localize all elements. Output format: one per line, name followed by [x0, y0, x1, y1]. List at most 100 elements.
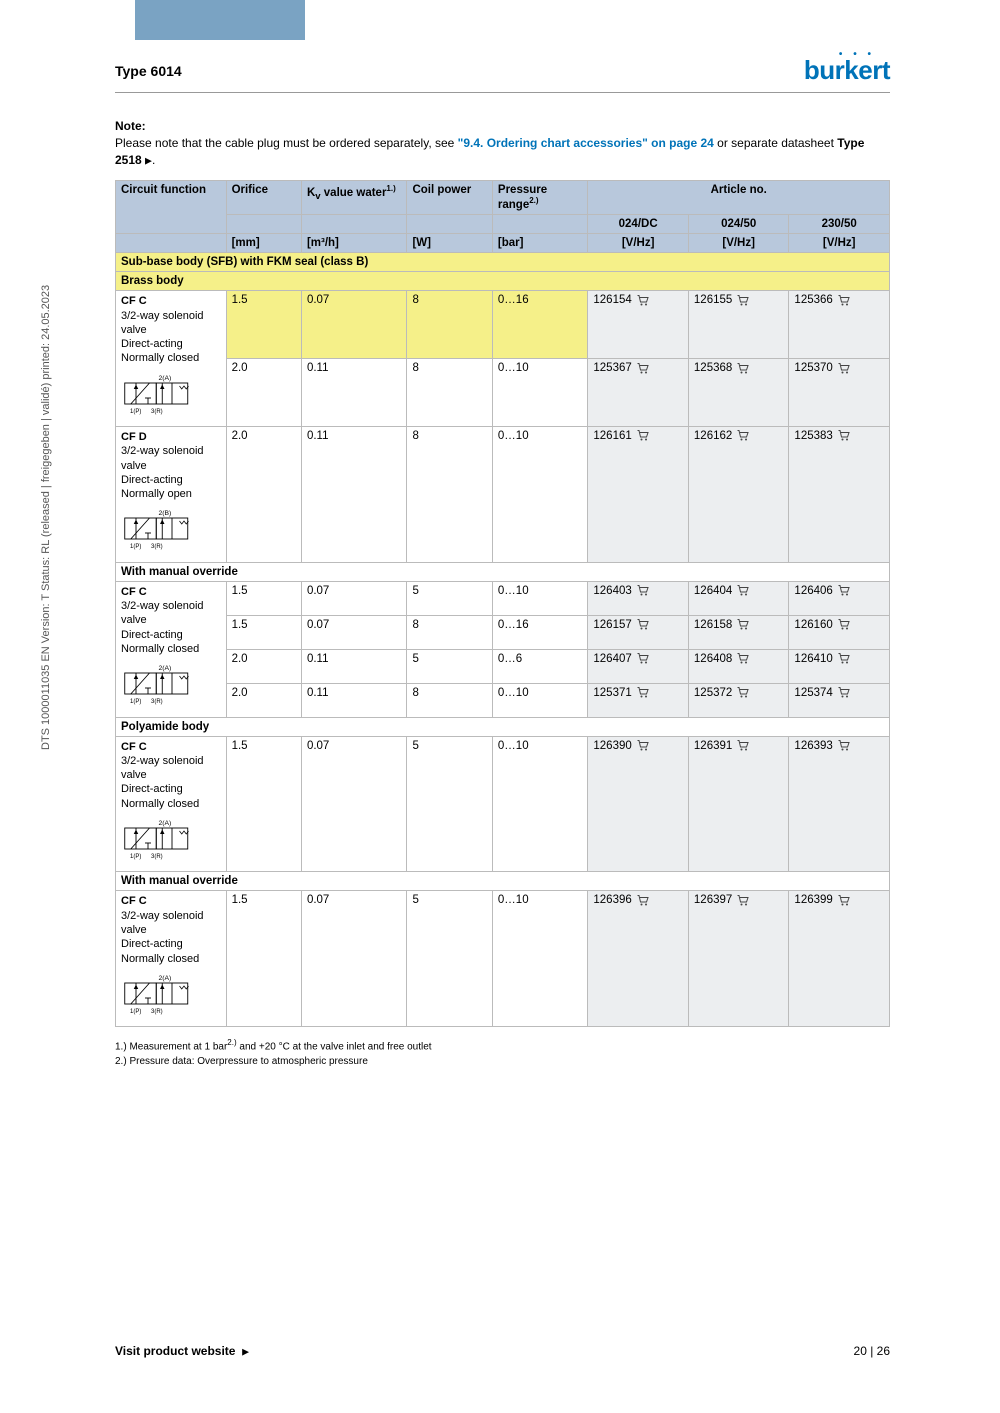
circuit-cell: CF C3/2-way solenoidvalveDirect-actingNo… [116, 291, 227, 427]
th-orifice: Orifice [226, 181, 301, 215]
top-accent-bar [135, 0, 305, 40]
orifice-cell: 1.5 [226, 615, 301, 649]
article-cell[interactable]: 126403 [588, 581, 689, 615]
cart-icon [737, 430, 749, 441]
cart-icon [637, 740, 649, 751]
kv-cell: 0.07 [301, 581, 407, 615]
article-cell[interactable]: 126390 [588, 736, 689, 872]
article-cell[interactable]: 126157 [588, 615, 689, 649]
cart-icon [737, 653, 749, 664]
article-cell[interactable]: 126399 [789, 891, 890, 1027]
article-cell[interactable]: 126161 [588, 427, 689, 563]
note-label: Note: [115, 119, 146, 133]
cart-icon [737, 740, 749, 751]
data-row: CF C3/2-way solenoidvalveDirect-actingNo… [116, 581, 890, 615]
circuit-symbol: 2(A)1(P)3(R) [121, 819, 221, 868]
article-cell[interactable]: 126410 [789, 649, 890, 683]
th-article: Article no. [588, 181, 890, 215]
svg-text:2(A): 2(A) [159, 375, 172, 382]
circuit-cell: CF C3/2-way solenoidvalveDirect-actingNo… [116, 581, 227, 717]
article-cell[interactable]: 125372 [688, 683, 789, 717]
cart-icon [838, 295, 850, 306]
article-cell[interactable]: 125383 [789, 427, 890, 563]
kv-cell: 0.11 [301, 649, 407, 683]
th-pressure-blank [492, 215, 587, 234]
header-row: Type 6014 • • • burkert [115, 55, 890, 93]
cart-icon [737, 687, 749, 698]
cart-icon [637, 295, 649, 306]
orifice-cell: 2.0 [226, 427, 301, 563]
circuit-cell: CF C3/2-way solenoidvalveDirect-actingNo… [116, 736, 227, 872]
section-row: Brass body [116, 272, 890, 291]
data-row: CF C3/2-way solenoidvalveDirect-actingNo… [116, 891, 890, 1027]
coil-cell: 8 [407, 683, 492, 717]
article-cell[interactable]: 126408 [688, 649, 789, 683]
pressure-cell: 0…10 [492, 891, 587, 1027]
circuit-symbol: 2(A)1(P)3(R) [121, 974, 221, 1023]
th-v3: 230/50 [789, 215, 890, 234]
coil-cell: 5 [407, 649, 492, 683]
th-coil-blank [407, 215, 492, 234]
arrow-icon: ▶ [145, 155, 152, 165]
article-cell[interactable]: 125374 [789, 683, 890, 717]
unit-circuit [116, 234, 227, 253]
article-cell[interactable]: 126404 [688, 581, 789, 615]
article-cell[interactable]: 126393 [789, 736, 890, 872]
article-cell[interactable]: 126158 [688, 615, 789, 649]
article-cell[interactable]: 126391 [688, 736, 789, 872]
note-block: Note: Please note that the cable plug mu… [115, 118, 890, 168]
brand-logo: • • • burkert [804, 55, 890, 86]
coil-cell: 8 [407, 427, 492, 563]
article-cell[interactable]: 125370 [789, 359, 890, 427]
kv-cell: 0.07 [301, 891, 407, 1027]
header-row-2: 024/DC 024/50 230/50 [116, 215, 890, 234]
article-cell[interactable]: 125367 [588, 359, 689, 427]
th-circuit: Circuit function [116, 181, 227, 234]
article-cell[interactable]: 126154 [588, 291, 689, 359]
svg-text:2(B): 2(B) [159, 510, 172, 517]
coil-cell: 5 [407, 891, 492, 1027]
page-number: 20 | 26 [854, 1344, 890, 1358]
article-cell[interactable]: 126397 [688, 891, 789, 1027]
note-link[interactable]: "9.4. Ordering chart accessories" on pag… [458, 136, 714, 150]
unit-orifice: [mm] [226, 234, 301, 253]
side-meta-text: DTS 1000011035 EN Version: T Status: RL … [40, 100, 52, 750]
article-cell[interactable]: 126396 [588, 891, 689, 1027]
article-cell[interactable]: 126162 [688, 427, 789, 563]
article-cell[interactable]: 125366 [789, 291, 890, 359]
svg-text:1(P): 1(P) [130, 699, 141, 705]
cart-icon [737, 295, 749, 306]
svg-text:3(R): 3(R) [151, 544, 163, 550]
circuit-symbol: 2(A)1(P)3(R) [121, 664, 221, 713]
article-cell[interactable]: 125371 [588, 683, 689, 717]
orifice-cell: 1.5 [226, 736, 301, 872]
article-cell[interactable]: 126406 [789, 581, 890, 615]
th-pressure: Pressure range2.) [492, 181, 587, 215]
svg-text:2(A): 2(A) [159, 975, 172, 982]
page-footer: Visit product website ▶ 20 | 26 [115, 1344, 890, 1358]
circuit-symbol: 2(A)1(P)3(R) [121, 374, 221, 423]
coil-cell: 5 [407, 736, 492, 872]
article-cell[interactable]: 126160 [789, 615, 890, 649]
header-row-1: Circuit function Orifice Kv value water1… [116, 181, 890, 215]
cart-icon [737, 619, 749, 630]
circuit-cell: CF D3/2-way solenoidvalveDirect-actingNo… [116, 427, 227, 563]
section-row: With manual override [116, 562, 890, 581]
visit-website-link[interactable]: Visit product website ▶ [115, 1344, 249, 1358]
data-row: 2.00.1180…10125371 125372 125374 [116, 683, 890, 717]
svg-text:1(P): 1(P) [130, 1009, 141, 1015]
arrow-icon: ▶ [242, 1346, 249, 1356]
kv-cell: 0.07 [301, 615, 407, 649]
cart-icon [637, 585, 649, 596]
table-body: Sub-base body (SFB) with FKM seal (class… [116, 253, 890, 1027]
data-row: CF D3/2-way solenoidvalveDirect-actingNo… [116, 427, 890, 563]
th-kv: Kv value water1.) [301, 181, 407, 215]
footnote-1: 1.) Measurement at 1 bar2.) and +20 °C a… [115, 1037, 890, 1054]
coil-cell: 5 [407, 581, 492, 615]
article-cell[interactable]: 126407 [588, 649, 689, 683]
orifice-cell: 2.0 [226, 683, 301, 717]
article-cell[interactable]: 125368 [688, 359, 789, 427]
page-title: Type 6014 [115, 63, 182, 79]
pressure-cell: 0…10 [492, 736, 587, 872]
article-cell[interactable]: 126155 [688, 291, 789, 359]
